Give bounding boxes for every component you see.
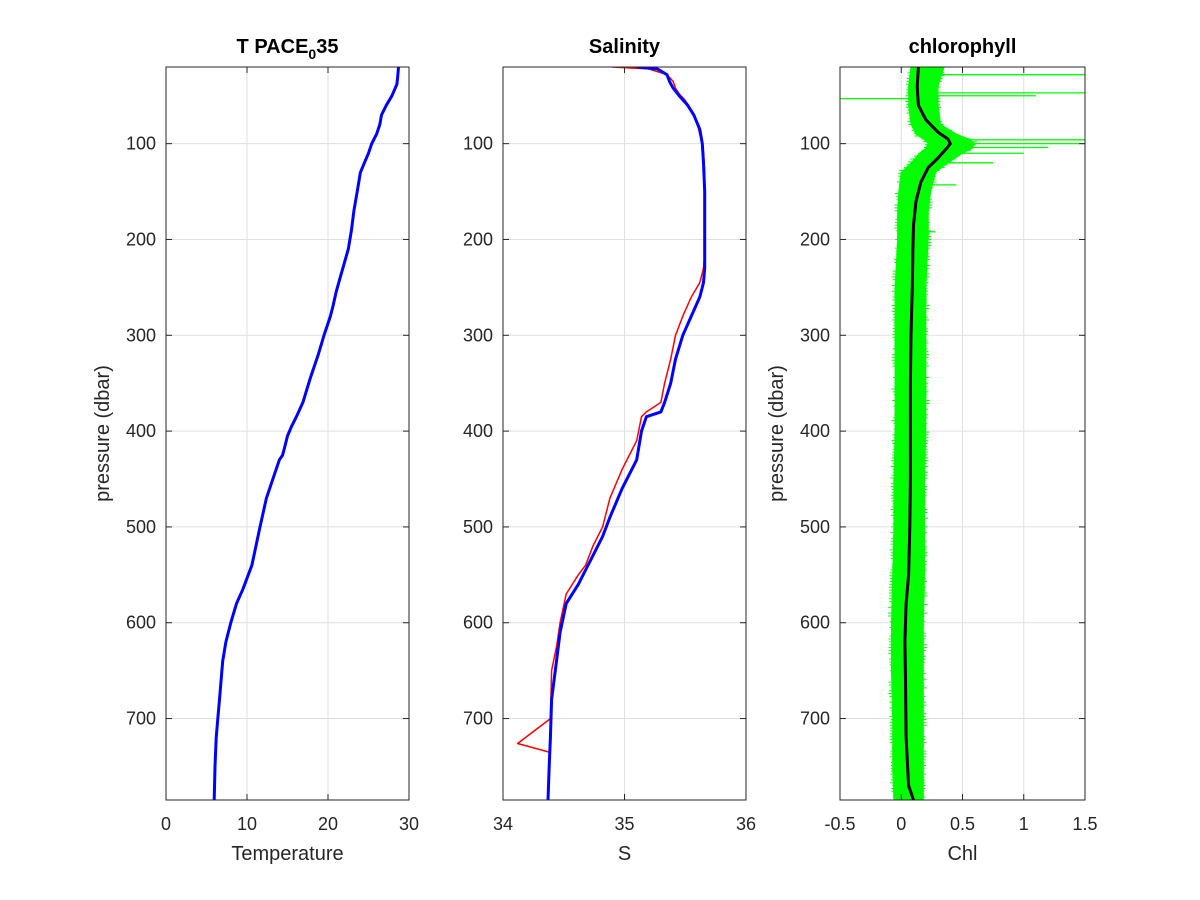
- series-line-0: [212, 67, 400, 800]
- y-tick-label: 600: [126, 613, 156, 633]
- y-tick-label: 700: [126, 709, 156, 729]
- y-tick-label: 100: [463, 134, 493, 154]
- y-tick-label: 400: [126, 421, 156, 441]
- x-tick-label: 34: [493, 814, 513, 834]
- chlorophyll-panel: -0.5 0 0.5 1 1.5 100 200 300 400 500 600 700 Chl pres…: [766, 36, 1098, 865]
- y-axis-label: pressure (dbar): [92, 365, 114, 502]
- y-tick-label: 300: [463, 325, 493, 345]
- series-line-1: [546, 67, 707, 800]
- x-tick-label: 10: [237, 814, 257, 834]
- salinity-panel: 34 35 36 100 200 300 400 500 600 700 S Salinity: [463, 36, 756, 865]
- x-tick-label: 35: [614, 814, 634, 834]
- y-tick-label: 300: [126, 325, 156, 345]
- x-axis-label: Chl: [947, 843, 977, 865]
- y-tick-label: 200: [463, 229, 493, 249]
- chart-title: chlorophyll: [909, 36, 1017, 58]
- x-tick-label: 30: [399, 814, 419, 834]
- y-tick-label: 600: [463, 613, 493, 633]
- title-subscript: 0: [308, 46, 316, 62]
- x-tick-label: -0.5: [824, 814, 855, 834]
- x-tick-label: 0.5: [950, 814, 975, 834]
- y-tick-label: 300: [800, 325, 830, 345]
- y-tick-label: 500: [800, 517, 830, 537]
- chart-title: Salinity: [589, 36, 661, 58]
- plot-area: [212, 67, 400, 800]
- y-tick-label: 500: [126, 517, 156, 537]
- x-axis-label: S: [618, 843, 631, 865]
- y-axis-label: pressure (dbar): [766, 365, 788, 502]
- x-tick-label: 1: [1019, 814, 1029, 834]
- x-axis-label: Temperature: [231, 843, 343, 865]
- y-tick-label: 600: [800, 613, 830, 633]
- y-tick-label: 400: [800, 421, 830, 441]
- y-tick-label: 500: [463, 517, 493, 537]
- y-tick-label: 200: [126, 229, 156, 249]
- chart-title: T PACE035: [237, 36, 339, 62]
- y-tick-label: 100: [800, 134, 830, 154]
- x-tick-label: 0: [161, 814, 171, 834]
- plot-area: [516, 67, 707, 800]
- series-line-0: [903, 67, 952, 800]
- plot-area: [840, 67, 1085, 800]
- y-tick-label: 700: [800, 709, 830, 729]
- y-tick-label: 700: [463, 709, 493, 729]
- x-tick-label: 20: [318, 814, 338, 834]
- y-tick-label: 200: [800, 229, 830, 249]
- x-tick-label: 1.5: [1072, 814, 1097, 834]
- title-suffix: 35: [316, 36, 338, 58]
- temperature-panel: 0 10 20 30 100 200 300 400 500 600 700 Temperature p…: [92, 36, 419, 865]
- y-tick-label: 100: [126, 134, 156, 154]
- x-tick-label: 0: [896, 814, 906, 834]
- axes-box: [165, 66, 410, 801]
- x-tick-label: 36: [736, 814, 756, 834]
- y-tick-label: 400: [463, 421, 493, 441]
